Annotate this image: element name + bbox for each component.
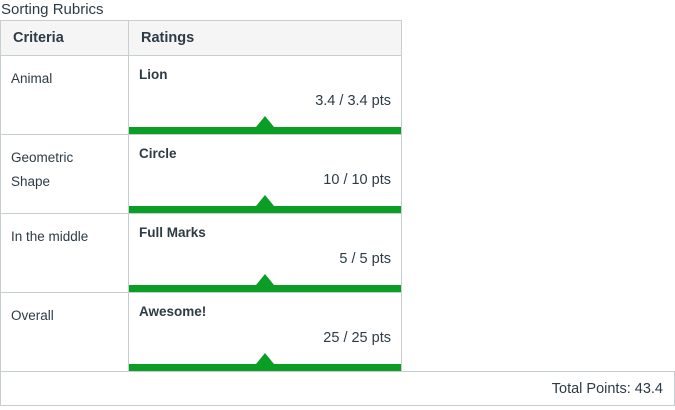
rating-cell: Full Marks 5 / 5 pts [129,214,401,292]
criterion-name: Overall [1,293,129,371]
triangle-up-icon [256,195,274,206]
table-row: Overall Awesome! 25 / 25 pts [1,293,401,371]
table-row: Animal Lion 3.4 / 3.4 pts [1,56,401,135]
criteria-column-header: Criteria [1,21,129,55]
triangle-up-icon [256,353,274,364]
criterion-name: Animal [1,56,129,134]
rating-cell: Awesome! 25 / 25 pts [129,293,401,371]
triangle-up-icon [256,116,274,127]
rubric-header-row: Criteria Ratings [1,21,401,56]
page-title: Sorting Rubrics [1,1,104,18]
score-meter-bar [129,364,401,371]
criterion-name: Geometric Shape [1,135,129,213]
total-points-row: Total Points: 43.4 [0,371,675,406]
rating-points: 10 / 10 pts [323,172,391,188]
rating-points: 3.4 / 3.4 pts [315,93,391,109]
rating-points: 25 / 25 pts [323,330,391,346]
triangle-up-icon [256,274,274,285]
table-row: In the middle Full Marks 5 / 5 pts [1,214,401,293]
total-points-label: Total Points: 43.4 [551,380,663,397]
rating-cell: Circle 10 / 10 pts [129,135,401,213]
rubric-table: Criteria Ratings Animal Lion 3.4 / 3.4 p… [0,20,402,371]
rating-name: Full Marks [139,225,206,240]
ratings-column-header: Ratings [141,30,195,46]
score-meter-bar [129,285,401,292]
score-meter-bar [129,127,401,134]
score-meter-bar [129,206,401,213]
rating-name: Lion [139,67,168,82]
table-row: Geometric Shape Circle 10 / 10 pts [1,135,401,214]
rating-name: Circle [139,146,177,161]
rating-points: 5 / 5 pts [339,251,391,267]
rating-cell: Lion 3.4 / 3.4 pts [129,56,401,134]
rating-name: Awesome! [139,304,207,319]
criterion-name: In the middle [1,214,129,292]
